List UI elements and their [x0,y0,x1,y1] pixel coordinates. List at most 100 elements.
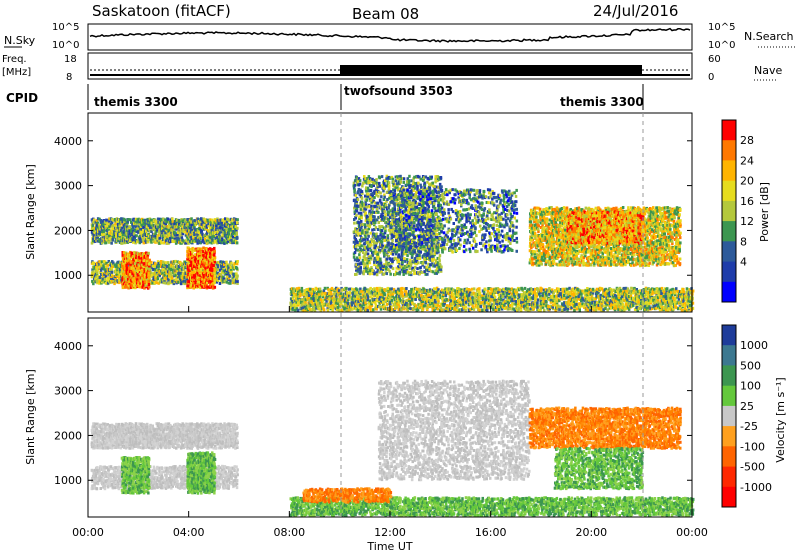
range-cell [149,238,153,242]
range-cell [178,273,181,277]
range-cell [536,298,540,302]
range-cell [191,276,194,280]
range-cell [234,222,237,226]
range-cell [205,277,208,281]
range-cell [226,218,230,222]
range-cell [388,297,392,301]
range-cell [132,240,135,244]
range-cell [413,297,416,301]
range-cell [211,280,215,284]
range-cell [202,238,205,242]
range-cell [168,225,171,229]
range-cell [201,257,205,261]
range-cell [114,267,118,271]
range-cell [433,290,436,294]
range-cell [521,287,524,291]
range-cell [398,297,402,301]
range-cell [125,280,129,284]
range-cell [127,231,130,235]
range-cell [224,237,228,241]
range-cell [176,233,179,237]
range-cell [171,217,174,221]
range-cell [171,220,175,224]
range-cell [236,281,239,285]
range-cell [180,271,183,275]
range-cell [190,220,193,224]
range-cell [357,307,360,311]
range-cell [121,239,125,243]
range-cell [294,295,298,299]
range-cell [345,294,349,298]
range-cell [179,261,183,265]
range-cell [104,234,108,238]
range-cell [356,288,359,292]
range-cell [436,307,439,311]
range-cell [119,232,123,236]
range-cell [120,217,123,221]
range-cell [183,282,187,286]
range-cell [205,241,209,245]
range-cell [124,260,128,264]
range-cell [561,308,564,312]
range-cell [188,267,191,271]
range-cell [319,308,323,312]
range-cell [198,225,202,229]
range-cell [328,296,331,300]
range-cell [361,293,365,297]
range-cell [218,282,222,285]
range-cell [216,217,219,221]
range-cell [355,290,359,294]
range-cell [157,281,160,285]
range-cell [161,269,164,273]
range-cell [158,229,161,232]
range-cell [112,227,115,231]
range-cell [158,222,162,226]
range-cell [233,265,236,269]
range-cell [426,306,429,309]
range-cell [227,229,231,232]
range-cell [202,246,205,250]
range-cell [357,304,360,308]
nave-tick-bottom: 0 [708,72,714,83]
range-cell [174,278,177,282]
range-cell [305,291,309,295]
range-cell [335,286,338,290]
range-cell [125,284,128,287]
range-cell [374,289,377,293]
range-cell [481,308,484,312]
range-cell [319,292,323,296]
range-cell [437,301,440,304]
range-cell [311,287,315,291]
range-cell [188,229,191,233]
range-cell [478,308,481,312]
range-cell [192,284,195,288]
range-cell [131,282,134,286]
range-cell [349,295,352,299]
range-cell [353,301,356,305]
range-cell [217,261,221,265]
range-cell [213,285,217,289]
range-cell [229,267,233,271]
range-cell [225,239,228,243]
range-cell [302,308,305,312]
range-cell [290,287,294,291]
range-cell [162,217,165,221]
range-cell [130,281,133,285]
range-cell [140,262,143,266]
range-cell [230,269,233,273]
range-cell [225,225,228,229]
range-cell [209,218,213,222]
range-cell [114,222,117,226]
range-cell [150,274,154,277]
range-cell [123,222,127,226]
range-cell [103,272,106,276]
range-cell [125,285,128,289]
range-cell [215,236,219,239]
range-cell [200,283,204,287]
range-cell [110,273,114,277]
range-cell [313,308,317,312]
range-cell [142,277,145,281]
range-cell [313,297,316,300]
range-cell [177,221,181,225]
range-cell [185,235,189,239]
